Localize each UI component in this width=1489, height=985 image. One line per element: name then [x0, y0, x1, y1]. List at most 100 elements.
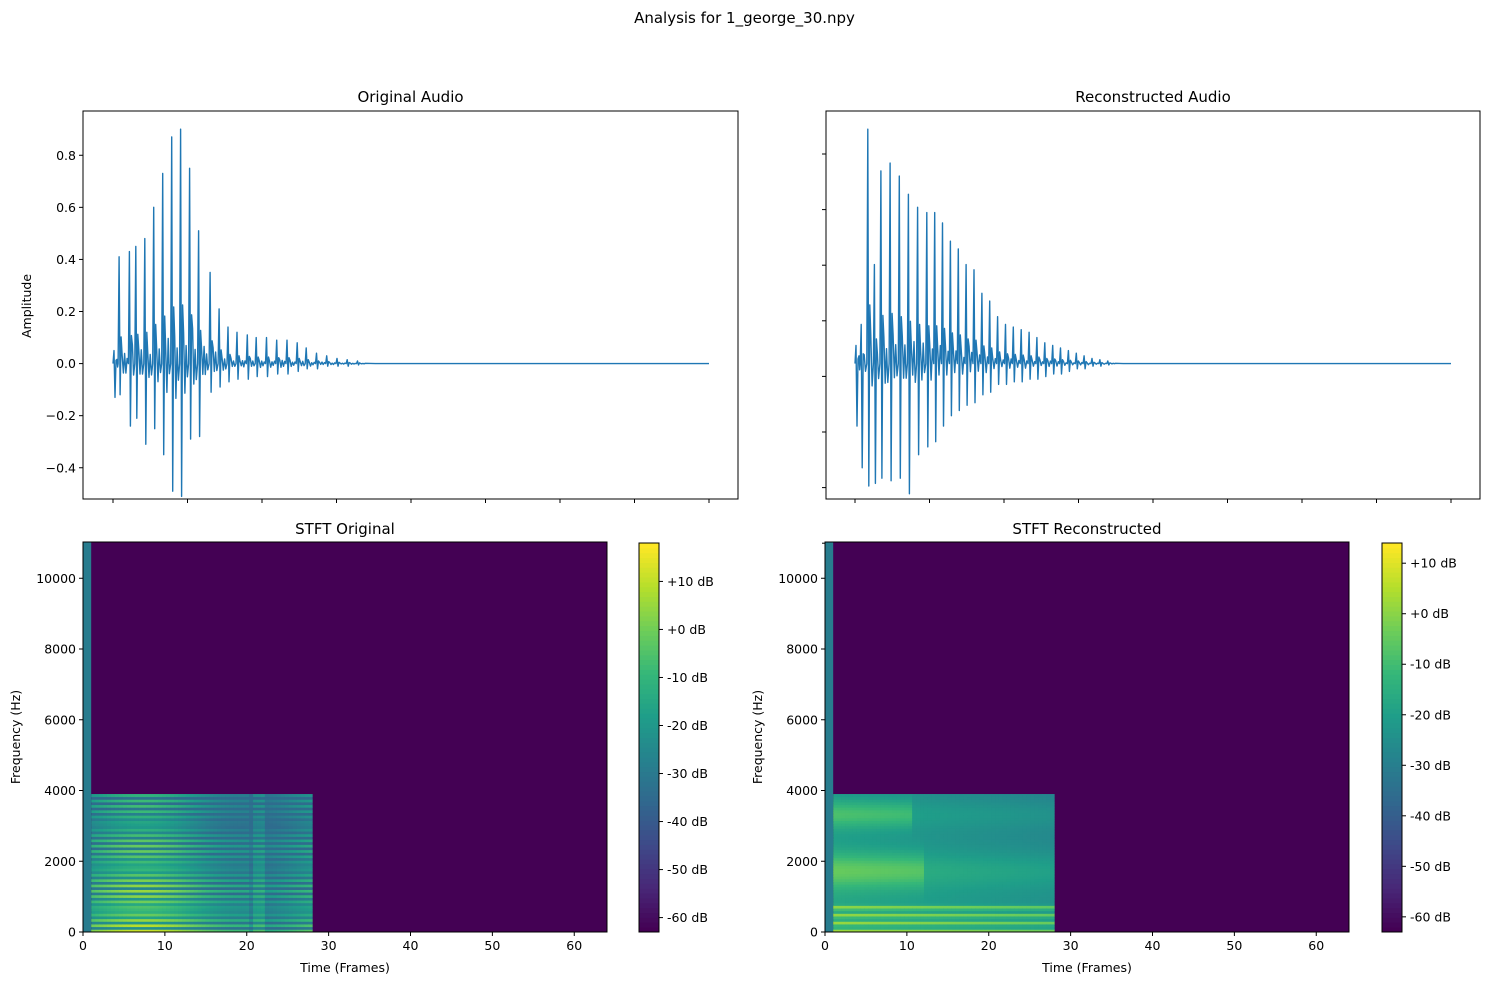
stft-original-cell: [241, 902, 246, 906]
stft-reconstructed-xlabel: Time (Frames): [1041, 960, 1132, 975]
stft-original-cell: [201, 857, 207, 861]
stft-reconstructed-cell: [951, 924, 956, 928]
stft-reconstructed-cell: [971, 831, 976, 835]
stft-reconstructed-cell: [880, 844, 885, 848]
stft-original-cell: [126, 812, 132, 816]
stft-reconstructed-cell: [845, 924, 850, 928]
stft-original-cell: [241, 918, 246, 922]
stft-original-colorbar-segment: [639, 761, 659, 768]
stft-reconstructed-cell: [833, 804, 838, 808]
stft-original-colorbar-segment: [639, 820, 659, 826]
stft-reconstructed-cell: [963, 870, 968, 875]
stft-original-cell: [241, 892, 246, 896]
stft-original-cell: [134, 881, 139, 885]
stft-reconstructed-cell: [947, 794, 953, 798]
stft-original-cell: [178, 894, 183, 898]
stft-original-cell: [280, 868, 286, 872]
stft-reconstructed-cell: [864, 910, 870, 914]
stft-original-cell: [241, 809, 246, 814]
stft-original-cell: [256, 839, 262, 843]
stft-reconstructed-cell: [939, 796, 945, 800]
stft-reconstructed-cell: [864, 825, 870, 829]
stft-reconstructed-cell: [959, 924, 964, 928]
stft-reconstructed-cell: [872, 833, 878, 837]
stft-reconstructed-cell: [864, 905, 870, 909]
stft-original-cell: [193, 831, 199, 835]
stft-reconstructed-cell: [868, 881, 874, 885]
stft-original-cell: [99, 889, 104, 893]
stft-reconstructed-cell: [939, 825, 945, 829]
stft-reconstructed-cell: [860, 831, 866, 835]
stft-reconstructed-cell: [943, 929, 949, 933]
stft-original-cell: [106, 849, 112, 853]
stft-original-cell: [284, 902, 289, 906]
stft-original-cell: [308, 839, 313, 843]
stft-reconstructed-cell: [923, 894, 929, 898]
stft-original-cell: [126, 870, 132, 875]
stft-original-cell: [174, 924, 179, 928]
stft-reconstructed-cell: [959, 836, 964, 840]
stft-original-cell: [142, 820, 147, 824]
stft-reconstructed-cell: [923, 857, 929, 861]
stft-original-cell: [138, 873, 143, 877]
stft-reconstructed-cell: [876, 876, 881, 880]
stft-original-cell: [181, 809, 187, 814]
stft-original-cell: [201, 796, 207, 800]
stft-original-cell: [256, 852, 262, 856]
stft-original-cell: [110, 841, 116, 845]
stft-original-cell: [209, 841, 214, 845]
stft-original-cell: [110, 855, 116, 859]
stft-reconstructed-cell: [841, 865, 846, 869]
stft-original-cell: [197, 897, 203, 901]
stft-original-cell: [221, 894, 226, 898]
stft-original-cell: [134, 886, 139, 890]
stft-original-cell: [221, 865, 226, 869]
stft-reconstructed-cell: [908, 902, 913, 906]
stft-original-cell: [103, 815, 108, 819]
stft-reconstructed-cell: [927, 908, 933, 912]
stft-reconstructed-cell: [884, 841, 889, 845]
stft-original-cell: [106, 794, 112, 798]
stft-reconstructed-cell: [947, 929, 953, 933]
stft-original-cell: [300, 825, 305, 829]
stft-reconstructed-cell: [923, 921, 929, 925]
stft-reconstructed-cell: [880, 825, 885, 829]
stft-reconstructed-cell: [848, 796, 854, 800]
stft-reconstructed-cell: [864, 844, 870, 848]
stft-original-cell: [122, 809, 128, 814]
stft-original-cell: [130, 855, 136, 859]
stft-original-cell: [201, 878, 207, 882]
stft-original-cell: [300, 894, 305, 898]
stft-original-cell: [197, 839, 203, 843]
stft-original-cell: [99, 878, 104, 882]
stft-reconstructed-cell: [852, 817, 858, 821]
stft-reconstructed-cell: [876, 796, 881, 800]
stft-original-cell: [256, 868, 262, 872]
stft-original-cell: [272, 889, 278, 893]
stft-original-cell: [237, 804, 242, 808]
stft-original-cell: [300, 794, 305, 798]
stft-original-cell: [95, 910, 100, 914]
stft-original-cell: [126, 833, 132, 837]
stft-reconstructed-cell: [923, 924, 929, 928]
stft-original-cell: [268, 913, 274, 917]
stft-reconstructed-cell: [967, 876, 972, 880]
stft-original-cell: [300, 884, 305, 888]
stft-original-cell: [118, 833, 124, 837]
stft-reconstructed-cell: [852, 926, 858, 930]
stft-original-cell: [95, 799, 100, 803]
stft-reconstructed-cell: [947, 913, 953, 917]
stft-reconstructed-cell: [900, 910, 905, 914]
stft-original-cell: [233, 847, 238, 851]
stft-original-cell: [134, 841, 139, 845]
stft-reconstructed-cell: [864, 852, 870, 856]
stft-reconstructed-cell: [852, 799, 858, 803]
stft-reconstructed-cell: [923, 820, 929, 824]
stft-original-cell: [253, 884, 258, 888]
stft-original-cell: [201, 873, 207, 877]
stft-reconstructed-cell: [896, 860, 901, 864]
stft-original-cell: [256, 873, 262, 877]
stft-original-cell: [126, 910, 132, 914]
stft-original-cell: [150, 809, 155, 814]
stft-original-cell: [170, 910, 175, 914]
